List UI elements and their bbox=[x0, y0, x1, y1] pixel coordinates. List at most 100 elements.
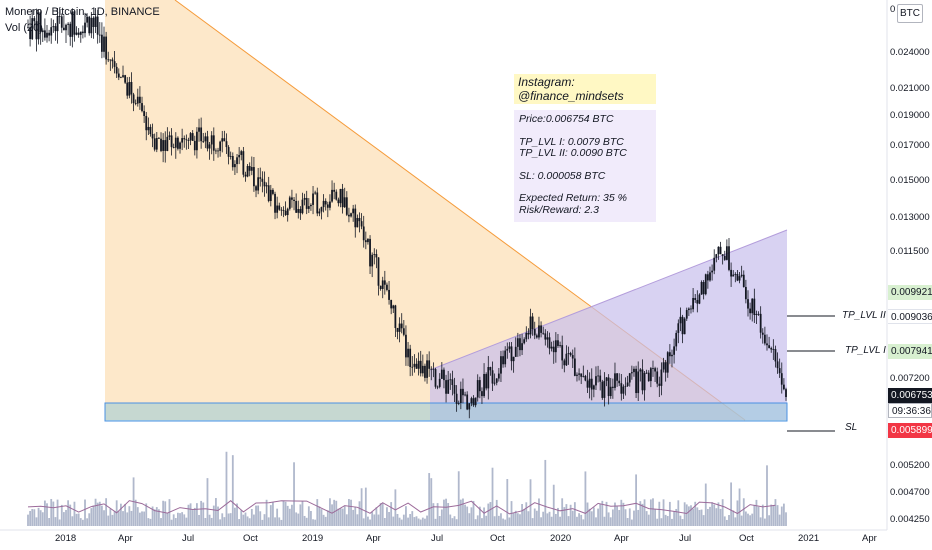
candle-body bbox=[521, 343, 523, 351]
volume-bar bbox=[506, 479, 509, 526]
candle-body bbox=[704, 274, 707, 295]
candle-body bbox=[620, 383, 623, 394]
candle-body bbox=[681, 316, 684, 335]
candle-body bbox=[759, 313, 762, 333]
volume-bar bbox=[96, 502, 99, 526]
volume-bar bbox=[495, 499, 498, 526]
volume-bar bbox=[542, 511, 545, 526]
volume-bar bbox=[582, 519, 585, 526]
volume-bar bbox=[633, 510, 635, 526]
candle-body bbox=[227, 147, 230, 157]
volume-bar bbox=[523, 509, 526, 526]
volume-bar bbox=[90, 508, 93, 526]
volume-bar bbox=[449, 514, 452, 526]
candle-body bbox=[164, 140, 167, 151]
volume-bar bbox=[394, 489, 397, 526]
currency-badge[interactable]: BTC bbox=[897, 4, 923, 23]
candle-body bbox=[126, 82, 129, 96]
candle-body bbox=[297, 209, 300, 213]
volume-bar bbox=[580, 514, 583, 526]
volume-bar bbox=[158, 509, 160, 526]
candle-body bbox=[485, 374, 488, 389]
candle-body bbox=[671, 354, 673, 357]
volume-bar bbox=[145, 503, 148, 526]
volume-bar bbox=[512, 512, 515, 526]
candle-body bbox=[39, 12, 42, 33]
volume-bar bbox=[635, 474, 637, 526]
candle-body bbox=[360, 221, 363, 227]
candle-body bbox=[394, 305, 397, 329]
time-tick: Apr bbox=[614, 533, 629, 544]
candle-body bbox=[527, 332, 530, 335]
volume-bar bbox=[721, 499, 724, 526]
instagram-note[interactable]: Instagram: @finance_mindsets bbox=[514, 74, 656, 104]
trade-plan-note[interactable]: Price:0.006754 BTC TP_LVL I: 0.0079 BTC … bbox=[514, 110, 656, 222]
volume-bar bbox=[352, 509, 355, 526]
volume-bar bbox=[62, 512, 65, 526]
candle-body bbox=[419, 360, 422, 374]
volume-bar bbox=[56, 499, 59, 526]
volume-bar bbox=[757, 506, 760, 526]
candle-body bbox=[462, 388, 464, 396]
volume-bar bbox=[398, 517, 401, 526]
volume-bar bbox=[706, 509, 709, 526]
candle-body bbox=[386, 284, 388, 290]
volume-bar bbox=[447, 503, 450, 526]
price-tick: 0.013000 bbox=[890, 212, 930, 223]
volume-bar bbox=[628, 508, 631, 526]
candle-body bbox=[740, 274, 743, 277]
volume-bar bbox=[472, 500, 475, 526]
volume-bar bbox=[326, 510, 329, 526]
volume-bar bbox=[276, 508, 279, 526]
candle-body bbox=[352, 208, 355, 214]
candle-body bbox=[333, 189, 336, 192]
candle-body bbox=[94, 16, 97, 27]
volume-bar bbox=[402, 514, 405, 526]
candle-body bbox=[358, 217, 361, 222]
volume-bar bbox=[124, 503, 127, 526]
volume-bar bbox=[27, 514, 29, 526]
candle-body bbox=[269, 189, 272, 202]
volume-bar bbox=[29, 510, 32, 526]
candle-body bbox=[136, 96, 139, 104]
candle-body bbox=[198, 127, 200, 132]
support-zone[interactable] bbox=[104, 402, 788, 422]
volume-bars bbox=[27, 451, 787, 526]
volume-bar bbox=[489, 502, 492, 526]
volume-bar bbox=[303, 515, 306, 526]
symbol-title[interactable]: Monero / Bitcoin, 1D, BINANCE bbox=[5, 6, 160, 18]
volume-bar bbox=[751, 513, 754, 526]
candle-body bbox=[443, 369, 445, 381]
volume-indicator-label[interactable]: Vol (20) bbox=[5, 22, 43, 34]
volume-bar bbox=[464, 504, 466, 526]
candle-body bbox=[426, 360, 428, 378]
volume-bar bbox=[424, 518, 426, 526]
candle-body bbox=[318, 211, 321, 214]
volume-bar bbox=[88, 513, 91, 526]
volume-bar bbox=[586, 502, 589, 526]
volume-bar bbox=[198, 514, 200, 526]
volume-bar bbox=[455, 519, 458, 526]
volume-bar bbox=[531, 518, 534, 526]
candle-body bbox=[263, 181, 266, 187]
volume-bar bbox=[411, 511, 414, 526]
time-tick: 2021 bbox=[798, 533, 820, 544]
candle-body bbox=[599, 375, 602, 382]
candle-body bbox=[335, 191, 338, 200]
candle-body bbox=[512, 356, 515, 362]
candle-body bbox=[282, 210, 285, 211]
volume-bar bbox=[392, 516, 395, 526]
volume-bar bbox=[117, 511, 120, 526]
candle-body bbox=[504, 350, 507, 365]
candle-body bbox=[652, 368, 654, 369]
volume-bar bbox=[331, 504, 333, 526]
candle-body bbox=[145, 115, 148, 131]
candle-body bbox=[170, 135, 173, 148]
candle-body bbox=[559, 345, 561, 346]
candle-body bbox=[29, 27, 32, 40]
volume-bar bbox=[419, 519, 422, 526]
rising-triangle-shape[interactable] bbox=[430, 230, 787, 420]
volume-bar bbox=[381, 503, 384, 526]
candle-body bbox=[107, 59, 110, 61]
